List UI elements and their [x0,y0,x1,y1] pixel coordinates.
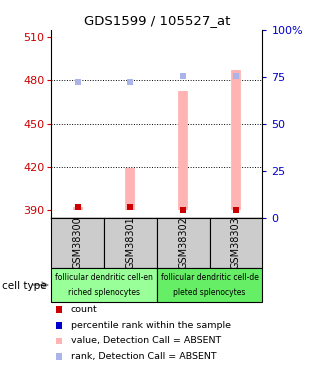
Text: value, Detection Call = ABSENT: value, Detection Call = ABSENT [71,336,221,345]
Text: pleted splenocytes: pleted splenocytes [173,288,246,297]
Text: rank, Detection Call = ABSENT: rank, Detection Call = ABSENT [71,352,216,361]
Text: riched splenocytes: riched splenocytes [68,288,140,297]
Text: follicular dendritic cell-de: follicular dendritic cell-de [161,273,258,282]
Text: GSM38303: GSM38303 [231,216,241,269]
Bar [210,217,262,268]
Text: cell type: cell type [2,281,46,291]
Text: count: count [71,305,98,314]
Title: GDS1599 / 105527_at: GDS1599 / 105527_at [83,15,230,27]
Bar [51,268,157,302]
Text: percentile rank within the sample: percentile rank within the sample [71,321,231,330]
Text: follicular dendritic cell-en: follicular dendritic cell-en [55,273,153,282]
Bar [104,217,157,268]
Bar [157,217,210,268]
Bar [51,217,104,268]
Text: GSM38301: GSM38301 [125,216,135,269]
Bar [157,268,262,302]
Text: GSM38300: GSM38300 [73,216,82,269]
Text: GSM38302: GSM38302 [178,216,188,269]
